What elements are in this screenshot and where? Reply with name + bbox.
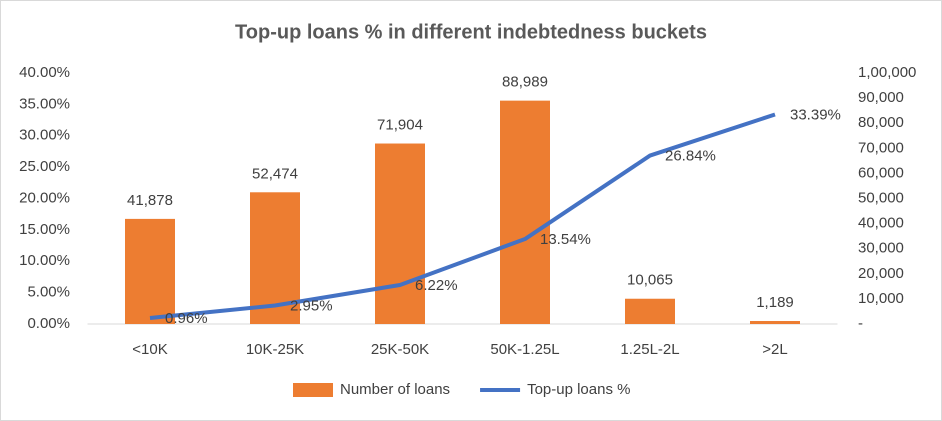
data-label: 26.84%: [665, 148, 716, 165]
y2-tick-label: 80,000: [858, 114, 904, 131]
bar: [375, 143, 425, 324]
y-tick-label: 20.00%: [19, 189, 70, 206]
data-label: 1,189: [756, 294, 794, 311]
y2-tick-label: 50,000: [858, 189, 904, 206]
y2-tick-label: 40,000: [858, 215, 904, 232]
y-tick-label: 15.00%: [19, 221, 70, 238]
y-tick-label: 30.00%: [19, 127, 70, 144]
y2-tick-label: 20,000: [858, 265, 904, 282]
data-label: 33.39%: [790, 106, 841, 123]
data-label: 0.96%: [165, 310, 208, 327]
x-tick-label: 50K-1.25L: [490, 341, 559, 358]
y-tick-label: 0.00%: [27, 315, 70, 332]
chart-title: Top-up loans % in different indebtedness…: [235, 21, 707, 43]
y-tick-label: 25.00%: [19, 158, 70, 175]
y2-tick-label: 90,000: [858, 89, 904, 106]
bar: [625, 298, 675, 324]
y-tick-label: 35.00%: [19, 95, 70, 112]
legend-label: Top-up loans %: [527, 381, 630, 398]
y-tick-label: 5.00%: [27, 284, 70, 301]
y2-tick-label: 70,000: [858, 139, 904, 156]
y-tick-label: 40.00%: [19, 64, 70, 81]
line: [149, 112, 776, 320]
y2-tick-label: 10,000: [858, 290, 904, 307]
y2-tick-label: -: [858, 315, 863, 332]
data-label: 2.95%: [290, 297, 333, 314]
x-tick-label: 1.25L-2L: [620, 341, 679, 358]
x-tick-label: >2L: [762, 341, 787, 358]
y2-tick-label: 1,00,000: [858, 64, 916, 81]
y-tick-label: 10.00%: [19, 252, 70, 269]
data-label: 6.22%: [415, 277, 458, 294]
data-label: 10,065: [627, 272, 673, 289]
x-tick-label: <10K: [132, 341, 167, 358]
data-label: 13.54%: [540, 231, 591, 248]
y2-tick-label: 30,000: [858, 240, 904, 257]
bar: [500, 100, 550, 325]
x-tick-label: 25K-50K: [371, 341, 429, 358]
y2-tick-label: 60,000: [858, 164, 904, 181]
legend-swatch: [293, 383, 333, 397]
data-label: 41,878: [127, 192, 173, 209]
x-tick-label: 10K-25K: [246, 341, 304, 358]
data-label: 52,474: [252, 165, 298, 182]
data-label: 88,989: [502, 74, 548, 91]
bar: [750, 321, 800, 324]
bar: [125, 218, 175, 324]
legend-label: Number of loans: [340, 381, 450, 398]
data-label: 71,904: [377, 116, 423, 133]
